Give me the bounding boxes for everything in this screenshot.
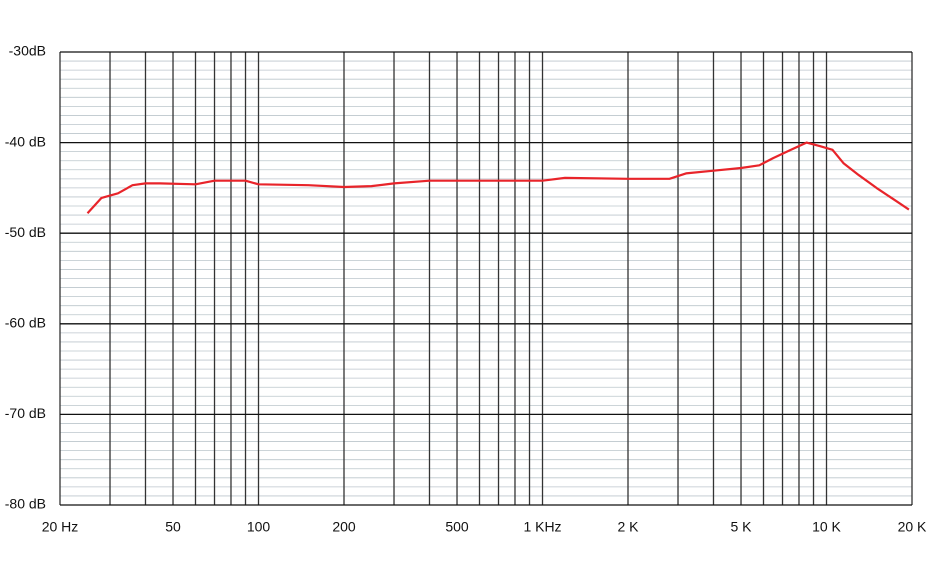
response-line bbox=[86, 141, 910, 215]
x-tick-label: 1 KHz bbox=[523, 519, 561, 535]
y-tick-label: -80 dB bbox=[5, 496, 46, 512]
x-tick-label: 20 K bbox=[898, 519, 927, 535]
y-tick-label: -70 dB bbox=[5, 405, 46, 421]
y-tick-label: -50 dB bbox=[5, 224, 46, 240]
x-tick-label: 500 bbox=[445, 519, 469, 535]
x-tick-label: 2 K bbox=[617, 519, 639, 535]
x-tick-label: 5 K bbox=[731, 519, 753, 535]
x-tick-label: 10 K bbox=[812, 519, 841, 535]
x-tick-label: 20 Hz bbox=[42, 519, 79, 535]
x-tick-label: 50 bbox=[165, 519, 181, 535]
y-tick-label: -40 dB bbox=[5, 133, 46, 149]
x-tick-label: 100 bbox=[247, 519, 271, 535]
x-tick-label: 200 bbox=[332, 519, 356, 535]
y-tick-label: -30dB bbox=[9, 43, 46, 59]
y-tick-label: -60 dB bbox=[5, 315, 46, 331]
